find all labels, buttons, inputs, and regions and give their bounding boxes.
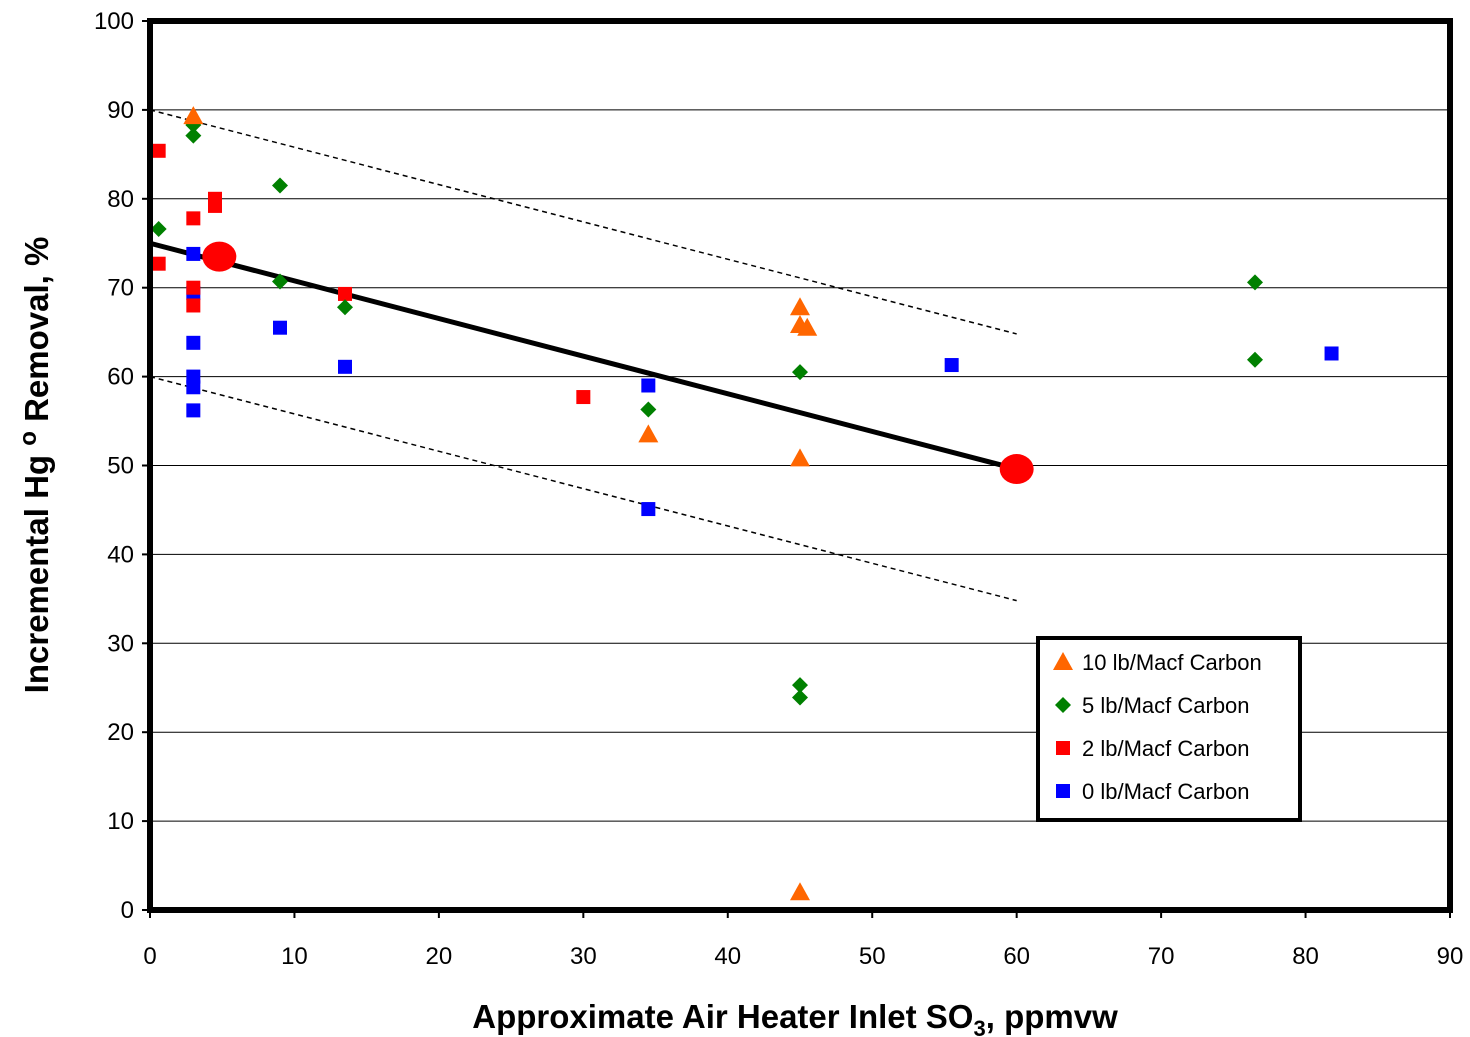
point-series-0-1 xyxy=(638,424,659,443)
legend-label-1: 5 lb/Macf Carbon xyxy=(1082,693,1250,718)
point-series-3-0 xyxy=(186,246,201,261)
point-series-2-4 xyxy=(186,298,201,313)
point-series-3-9 xyxy=(641,502,656,517)
legend-marker-0 xyxy=(1053,652,1073,670)
point-series-3-11 xyxy=(1324,346,1339,361)
x-tick-label-50: 50 xyxy=(859,943,886,970)
point-series-1-3 xyxy=(272,177,288,194)
legend-label-2: 2 lb/Macf Carbon xyxy=(1082,736,1250,761)
point-series-1-5 xyxy=(337,299,353,316)
x-tick-label-80: 80 xyxy=(1292,943,1319,970)
point-series-1-6 xyxy=(640,401,657,418)
y-tick-label-10: 10 xyxy=(107,808,134,835)
point-series-1-10 xyxy=(1247,274,1263,291)
point-series-3-2 xyxy=(186,335,201,350)
y-tick-label-70: 70 xyxy=(107,275,134,302)
point-series-2-6 xyxy=(208,198,222,213)
point-series-1-0 xyxy=(150,221,167,238)
x-axis-title: Approximate Air Heater Inlet SO3, ppmvw xyxy=(472,998,1118,1037)
y-tick-label-60: 60 xyxy=(107,364,134,391)
point-series-1-7 xyxy=(792,364,808,381)
x-tick-label-60: 60 xyxy=(1003,943,1030,970)
highlight-point-0 xyxy=(202,241,237,272)
legend-box xyxy=(1036,636,1302,822)
point-series-0-0 xyxy=(183,106,204,125)
y-axis-title-part2: Removal, % xyxy=(18,237,55,431)
point-series-1-9 xyxy=(792,689,808,706)
point-series-3-7 xyxy=(338,359,352,374)
data-points xyxy=(150,106,1339,901)
point-series-1-11 xyxy=(1247,351,1263,368)
y-tick-label-40: 40 xyxy=(107,541,134,568)
point-series-3-10 xyxy=(944,358,959,373)
point-series-0-2 xyxy=(790,297,810,316)
point-series-3-3 xyxy=(186,369,201,384)
legend: 10 lb/Macf Carbon 5 lb/Macf Carbon 2 lb/Ma… xyxy=(1036,636,1302,822)
trend-line xyxy=(149,240,1018,472)
point-series-2-8 xyxy=(576,390,591,405)
x-axis-title-subscript: 3 xyxy=(973,1016,985,1037)
x-tick-label-10: 10 xyxy=(281,943,308,970)
point-series-1-8 xyxy=(792,677,808,694)
legend-marker-1 xyxy=(1055,697,1071,713)
point-series-0-5 xyxy=(790,448,810,467)
point-series-3-4 xyxy=(186,380,201,395)
point-series-2-3 xyxy=(186,280,201,295)
bound-line-1 xyxy=(149,109,1017,335)
x-axis-title-tail: , ppmvw xyxy=(986,998,1118,1035)
axis-ticks: 0 10 20 30 40 50 60 70 80 90 100 0 10 20 30 40 50 60 70 80 9… xyxy=(94,8,1463,970)
legend-label-0: 10 lb/Macf Carbon xyxy=(1082,650,1262,675)
legend-marker-3 xyxy=(1056,784,1070,798)
y-tick-label-90: 90 xyxy=(107,97,134,124)
y-tick-label-50: 50 xyxy=(107,453,134,480)
point-series-2-1 xyxy=(151,256,166,271)
x-tick-label-40: 40 xyxy=(714,943,741,970)
point-series-2-2 xyxy=(186,211,201,226)
point-series-1-2 xyxy=(185,127,202,144)
trend-line-segment xyxy=(149,240,1018,472)
y-tick-label-0: 0 xyxy=(121,897,134,924)
highlight-point-1 xyxy=(999,454,1034,485)
legend-marker-2 xyxy=(1056,741,1070,755)
legend-label-3: 0 lb/Macf Carbon xyxy=(1082,779,1250,804)
point-series-3-5 xyxy=(186,403,201,418)
y-axis-title-part1: Incremental Hg xyxy=(18,446,55,694)
x-tick-label-0: 0 xyxy=(143,943,156,970)
y-tick-label-20: 20 xyxy=(107,719,134,746)
y-axis-title-degree: o xyxy=(15,431,42,446)
y-axis-title: Incremental Hg o Removal, % xyxy=(15,237,55,694)
x-tick-label-70: 70 xyxy=(1148,943,1175,970)
point-series-0-4 xyxy=(797,317,818,336)
point-series-3-8 xyxy=(641,378,656,393)
point-series-3-6 xyxy=(273,320,287,335)
highlight-points xyxy=(202,241,1034,485)
y-tick-label-30: 30 xyxy=(107,630,134,657)
y-tick-label-80: 80 xyxy=(107,186,134,213)
y-tick-label-100: 100 xyxy=(94,8,134,35)
x-axis-title-main: Approximate Air Heater Inlet SO xyxy=(472,998,973,1035)
point-series-2-7 xyxy=(338,286,352,301)
x-tick-label-90: 90 xyxy=(1437,943,1464,970)
bound-line-2 xyxy=(149,375,1017,602)
point-series-0-6 xyxy=(790,882,810,901)
x-tick-label-30: 30 xyxy=(570,943,597,970)
point-series-1-4 xyxy=(272,273,288,290)
point-series-2-0 xyxy=(151,143,166,158)
x-tick-label-20: 20 xyxy=(426,943,453,970)
